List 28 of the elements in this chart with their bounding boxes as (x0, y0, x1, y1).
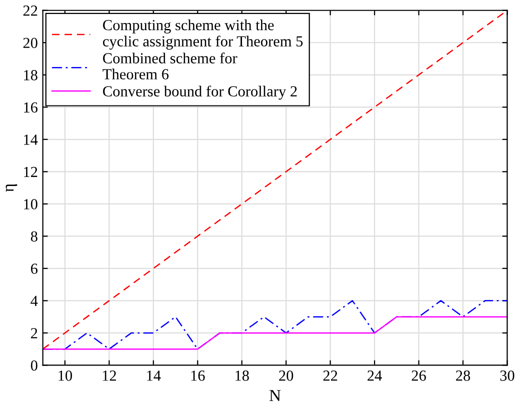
y-tick-label: 14 (24, 134, 38, 145)
x-tick-label: 10 (58, 370, 72, 381)
y-tick-label: 0 (30, 360, 38, 371)
x-tick-label: 30 (500, 370, 514, 381)
x-tick-label: 28 (456, 370, 470, 381)
y-tick-label: 22 (23, 6, 38, 16)
y-tick-label: 4 (30, 296, 38, 306)
y-tick-label: 20 (23, 38, 38, 48)
legend-label: Converse bound for Corollary 2 (103, 86, 297, 100)
y-tick-label: 8 (30, 231, 38, 242)
x-tick-label: 14 (147, 370, 161, 381)
y-tick-label: 12 (24, 166, 38, 177)
y-tick-label: 10 (24, 199, 38, 210)
legend-label: Combined scheme for Theorem 6 (102, 52, 238, 80)
x-tick-label: 24 (368, 370, 382, 381)
x-tick-label: 22 (323, 370, 338, 381)
x-tick-label: 16 (191, 370, 205, 381)
x-tick-label: 20 (279, 370, 294, 381)
y-tick-label: 2 (31, 328, 38, 338)
y-tick-label: 16 (24, 102, 38, 113)
y-tick-label: 6 (30, 264, 38, 274)
x-tick-label: 18 (236, 370, 249, 381)
x-tick-label: 12 (102, 370, 116, 381)
y-tick-label: 18 (24, 70, 38, 80)
x-axis-title: N (269, 390, 281, 402)
x-tick-label: 26 (412, 370, 426, 381)
y-axis-title: η (6, 184, 18, 192)
legend-label: Computing scheme with the cyclic assignment for Theorem 5 (102, 20, 303, 50)
